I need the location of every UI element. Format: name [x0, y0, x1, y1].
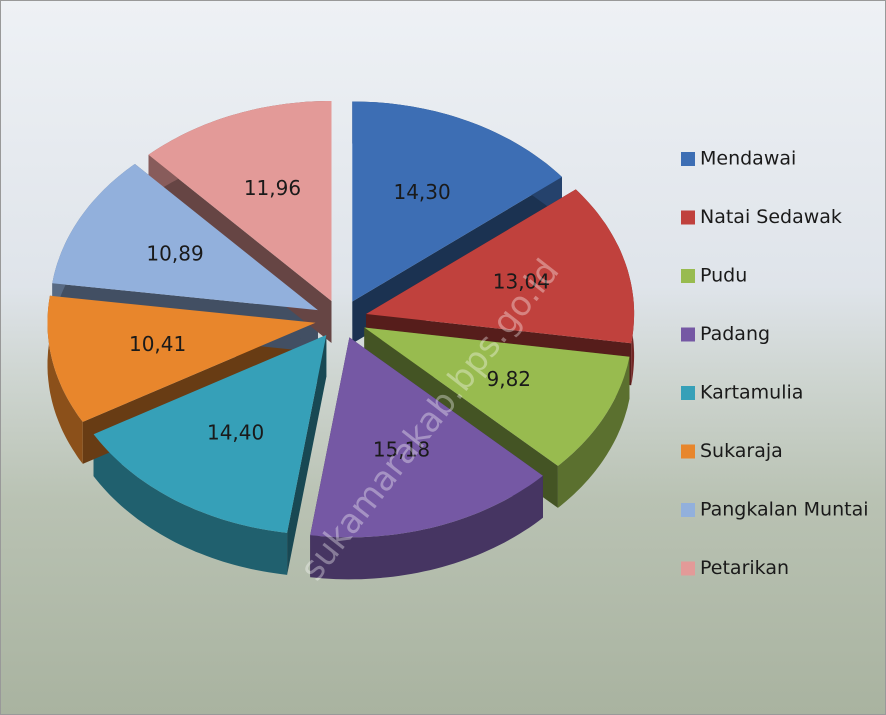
legend: Mendawai Natai Sedawak Pudu Padang Kartamuli… — [681, 148, 869, 580]
data-label: 14,40 — [207, 421, 264, 445]
page: 14,3013,049,8215,1814,4010,4110,8911,96 … — [0, 0, 886, 715]
legend-label: Kartamulia — [700, 382, 803, 404]
legend-label: Pangkalan Muntai — [700, 499, 869, 521]
data-label: 14,30 — [393, 180, 450, 204]
legend-swatch — [681, 269, 695, 283]
legend-label: Petarikan — [700, 557, 789, 579]
legend-label: Sukaraja — [700, 440, 783, 462]
data-label: 11,96 — [244, 176, 301, 200]
legend-label: Pudu — [700, 265, 747, 287]
legend-swatch — [681, 211, 695, 225]
legend-swatch — [681, 152, 695, 166]
chart: 14,3013,049,8215,1814,4010,4110,8911,96 … — [1, 1, 885, 714]
data-label: 10,41 — [129, 332, 186, 356]
data-label: 10,89 — [146, 241, 203, 265]
legend-swatch — [681, 386, 695, 400]
legend-swatch — [681, 328, 695, 342]
legend-label: Mendawai — [700, 148, 796, 170]
legend-swatch — [681, 445, 695, 459]
legend-label: Padang — [700, 323, 770, 345]
legend-swatch — [681, 503, 695, 517]
legend-label: Natai Sedawak — [700, 206, 842, 228]
legend-swatch — [681, 562, 695, 576]
